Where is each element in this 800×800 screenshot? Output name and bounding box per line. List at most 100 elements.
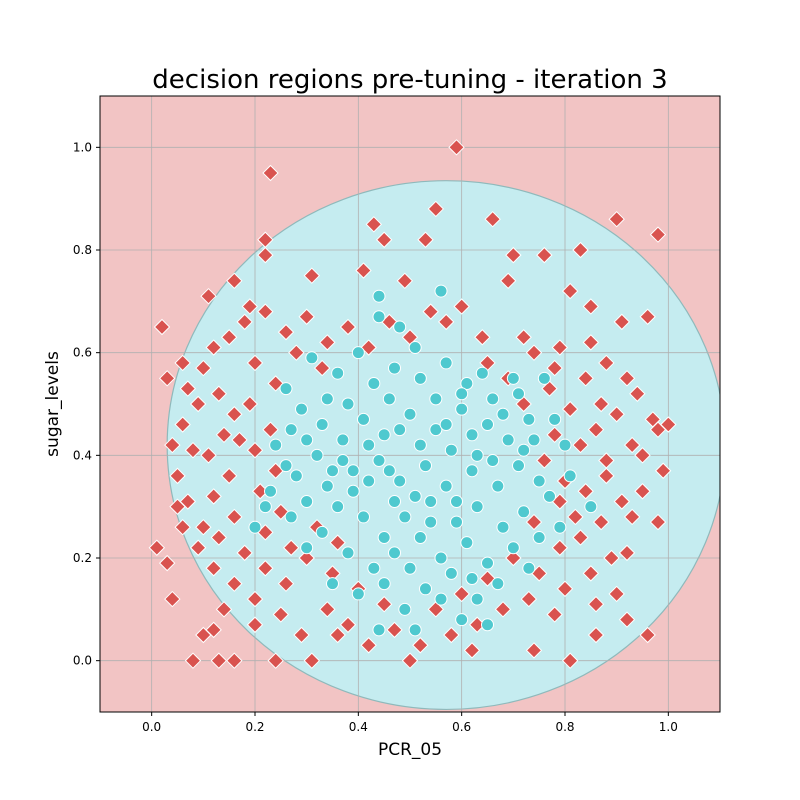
- class-a-point: [375, 231, 393, 248]
- class-a-point: [226, 406, 243, 423]
- class-b-point: [439, 356, 453, 370]
- class-a-point: [319, 334, 336, 351]
- class-b-point: [320, 479, 334, 493]
- class-b-point: [563, 469, 577, 483]
- class-a-point: [267, 375, 284, 392]
- class-a-point: [195, 359, 212, 377]
- class-a-point: [592, 513, 610, 531]
- class-b-point: [413, 371, 427, 385]
- class-a-point: [603, 549, 620, 567]
- class-b-point: [460, 376, 474, 390]
- class-a-point: [536, 246, 553, 264]
- class-b-point: [496, 407, 510, 421]
- class-a-point: [587, 421, 605, 438]
- class-a-point: [355, 262, 372, 279]
- class-a-point: [437, 313, 455, 331]
- class-b-point: [393, 474, 407, 488]
- class-a-point: [401, 652, 419, 669]
- class-b-point: [398, 602, 412, 616]
- class-a-point: [189, 395, 207, 413]
- class-a-point: [148, 539, 166, 556]
- class-a-point: [577, 483, 594, 500]
- class-b-point: [543, 489, 556, 503]
- class-a-point: [277, 323, 295, 341]
- class-b-point: [331, 366, 345, 380]
- class-a-point: [189, 539, 207, 556]
- class-a-point: [298, 308, 315, 325]
- class-a-point: [169, 467, 186, 485]
- class-a-point: [577, 370, 594, 387]
- class-b-point: [377, 577, 391, 591]
- class-b-point: [444, 443, 458, 457]
- y-axis-label: sugar_levels: [43, 351, 63, 457]
- class-a-point: [463, 642, 481, 659]
- class-b-point: [393, 423, 407, 437]
- class-a-point: [608, 585, 625, 603]
- class-b-point: [444, 566, 458, 580]
- class-a-point: [505, 246, 522, 264]
- class-a-point: [262, 421, 279, 438]
- class-b-point: [419, 459, 432, 473]
- class-a-point: [277, 575, 295, 592]
- class-b-point: [377, 530, 391, 544]
- class-a-point: [303, 652, 321, 669]
- class-a-point: [598, 452, 615, 469]
- class-b-point: [388, 495, 401, 509]
- class-a-point: [654, 462, 672, 479]
- class-b-point: [279, 382, 293, 396]
- class-b-point: [465, 428, 479, 442]
- y-tick-label: 0.6: [73, 346, 92, 360]
- class-a-point: [282, 539, 300, 556]
- class-a-point: [639, 626, 656, 644]
- class-b-point: [393, 320, 407, 334]
- class-b-point: [336, 453, 350, 467]
- class-b-point: [470, 500, 484, 514]
- class-a-point: [169, 498, 186, 515]
- class-a-point: [184, 441, 202, 459]
- class-b-point: [382, 464, 396, 478]
- class-a-point: [561, 652, 579, 669]
- class-b-point: [491, 577, 505, 591]
- class-b-point: [279, 459, 293, 473]
- class-b-point: [419, 582, 432, 596]
- class-a-point: [184, 652, 202, 669]
- class-b-point: [481, 618, 494, 632]
- class-a-point: [272, 606, 290, 623]
- class-a-point: [649, 226, 667, 243]
- class-b-point: [481, 556, 494, 570]
- class-b-point: [398, 510, 412, 524]
- class-a-point: [241, 395, 259, 413]
- class-b-point: [403, 561, 417, 575]
- class-a-point: [515, 329, 532, 346]
- class-b-point: [320, 392, 334, 406]
- class-b-point: [532, 530, 546, 544]
- class-a-point: [536, 452, 553, 469]
- class-a-point: [417, 231, 434, 248]
- class-b-point: [351, 587, 365, 601]
- y-tick-label: 1.0: [73, 140, 92, 154]
- class-a-point: [246, 441, 264, 459]
- class-a-point: [319, 601, 336, 618]
- class-a-point: [427, 601, 445, 618]
- class-a-point: [582, 565, 600, 582]
- class-b-point: [424, 515, 438, 529]
- class-a-point: [257, 246, 274, 264]
- class-a-point: [618, 370, 636, 387]
- class-a-point: [220, 329, 238, 346]
- class-a-point: [272, 503, 290, 521]
- class-a-point: [505, 549, 522, 567]
- class-a-point: [608, 210, 625, 228]
- class-b-point: [455, 387, 469, 401]
- class-b-point: [346, 484, 360, 498]
- class-b-point: [331, 500, 345, 514]
- class-a-point: [396, 272, 414, 290]
- class-b-point: [455, 402, 469, 416]
- x-tick-label: 1.0: [659, 720, 678, 734]
- class-b-point: [341, 546, 355, 560]
- class-a-point: [551, 539, 569, 556]
- class-b-point: [481, 418, 494, 432]
- class-a-point: [541, 380, 558, 397]
- class-b-point: [475, 366, 489, 380]
- class-b-point: [300, 495, 314, 509]
- class-a-point: [567, 508, 584, 526]
